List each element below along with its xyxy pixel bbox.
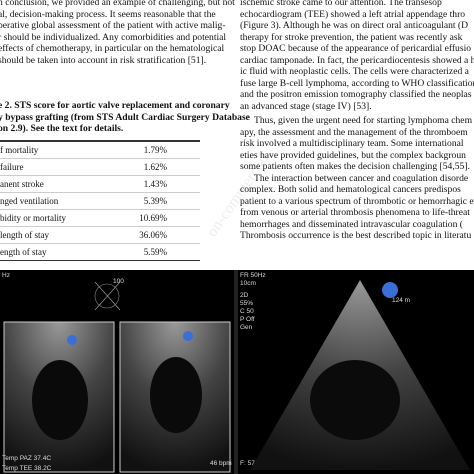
echo-label: 124 m xyxy=(392,297,411,304)
text-line: al, decision-making process. It seems re… xyxy=(0,8,216,20)
text-line: Thus, given the urgent need for starting… xyxy=(254,115,473,126)
table-value: 1.43% xyxy=(143,179,167,189)
echo-label: C 50 xyxy=(240,308,254,315)
text-line: echocardiogram (TEE) showed a left atria… xyxy=(240,8,466,20)
text-line: complex. Both solid and hematological ca… xyxy=(240,184,461,195)
echo-label: P Off xyxy=(240,316,255,323)
table-value: 1.79% xyxy=(143,145,167,155)
table-value: 5.59% xyxy=(143,247,167,257)
text-line: therapy for stroke prevention, the patie… xyxy=(240,31,463,43)
text-line: ischemic stroke came to our attention. T… xyxy=(240,0,442,8)
text-line: eties have provided guidelines, but the … xyxy=(240,149,466,161)
text-line: risk involved a multidisciplinary team. … xyxy=(240,138,464,149)
echo-label: 100 xyxy=(113,278,124,285)
table-label: f mortality xyxy=(0,145,39,155)
text-line: and the positron emission tomography cla… xyxy=(240,89,472,100)
table-caption: on 2.9). See the text for details. xyxy=(0,123,124,134)
text-line: n conclusion, we provided an example of … xyxy=(0,0,235,8)
echo-label: Hz xyxy=(2,272,10,279)
table-rule xyxy=(0,226,200,227)
text-line: r should be individualized. Any comorbid… xyxy=(0,31,227,43)
table-value: 10.69% xyxy=(139,213,167,223)
text-line: some patients often makes the decision c… xyxy=(240,161,470,172)
text-line: perative global assessment of the patien… xyxy=(0,20,226,31)
text-line: stop DOAC because of the appearance of p… xyxy=(240,43,472,54)
text-line: ic fluid with neoplastic cells. The cell… xyxy=(240,66,469,77)
echo-label: Gen xyxy=(240,324,253,331)
text-line: Thrombosis occurrence is the best descri… xyxy=(240,230,472,241)
echo-label: 55% xyxy=(240,300,254,307)
table-rule xyxy=(0,175,200,176)
table-caption: e 2. STS score for aortic valve replacem… xyxy=(0,100,230,111)
table-value: 5.39% xyxy=(143,196,167,206)
echo-label: Temp PAZ 37.4C xyxy=(2,455,52,462)
table-label: bidity or mortality xyxy=(0,213,66,223)
table-rule xyxy=(0,140,200,142)
text-line: The interaction between cancer and coagu… xyxy=(254,172,469,184)
table-rule xyxy=(0,243,200,244)
table-label: failure xyxy=(0,162,24,172)
table-value: 1.62% xyxy=(143,162,167,172)
table-label: ength of stay xyxy=(0,247,47,257)
table-rule xyxy=(0,260,200,261)
echo-label: F: 57 xyxy=(240,460,255,467)
table-caption: y bypass grafting (from STS Adult Cardia… xyxy=(0,111,250,123)
echo-label: 2D xyxy=(240,292,249,299)
text-line: patient to a various spectrum of thrombo… xyxy=(240,195,474,207)
echo-label: Temp TEE 38.2C xyxy=(2,465,52,472)
text-line: effects of chemotherapy, in particular o… xyxy=(0,43,225,54)
text-line: (Figure 3). Although he was on direct or… xyxy=(240,20,469,31)
text-line: should be taken into account in risk str… xyxy=(0,54,207,66)
echo-label: FR 50Hz xyxy=(240,272,266,279)
text-line: cardiac tamponade. In fact, the pericard… xyxy=(240,54,474,66)
table-value: 36.06% xyxy=(139,230,167,240)
table-label: nged ventilation xyxy=(0,196,59,206)
echo-label: 46 bpm xyxy=(210,460,232,467)
text-line: fuse large B-cell lymphoma, according to… xyxy=(240,77,474,89)
text-line: apy, the assessment and the management o… xyxy=(240,126,468,138)
text-line: from venous or arterial thrombosis pheno… xyxy=(240,207,470,218)
text-line: an advanced stage (stage IV) [53]. xyxy=(240,100,372,112)
table-rule xyxy=(0,192,200,193)
table-rule xyxy=(0,158,200,159)
table-label: anent stroke xyxy=(0,179,44,189)
table-label: length of stay xyxy=(0,230,49,240)
text-line: hemorrhages and disseminated intravascul… xyxy=(240,218,463,230)
echo-figure xyxy=(0,270,474,474)
table-rule xyxy=(0,209,200,210)
echo-label: 10cm xyxy=(240,280,256,287)
